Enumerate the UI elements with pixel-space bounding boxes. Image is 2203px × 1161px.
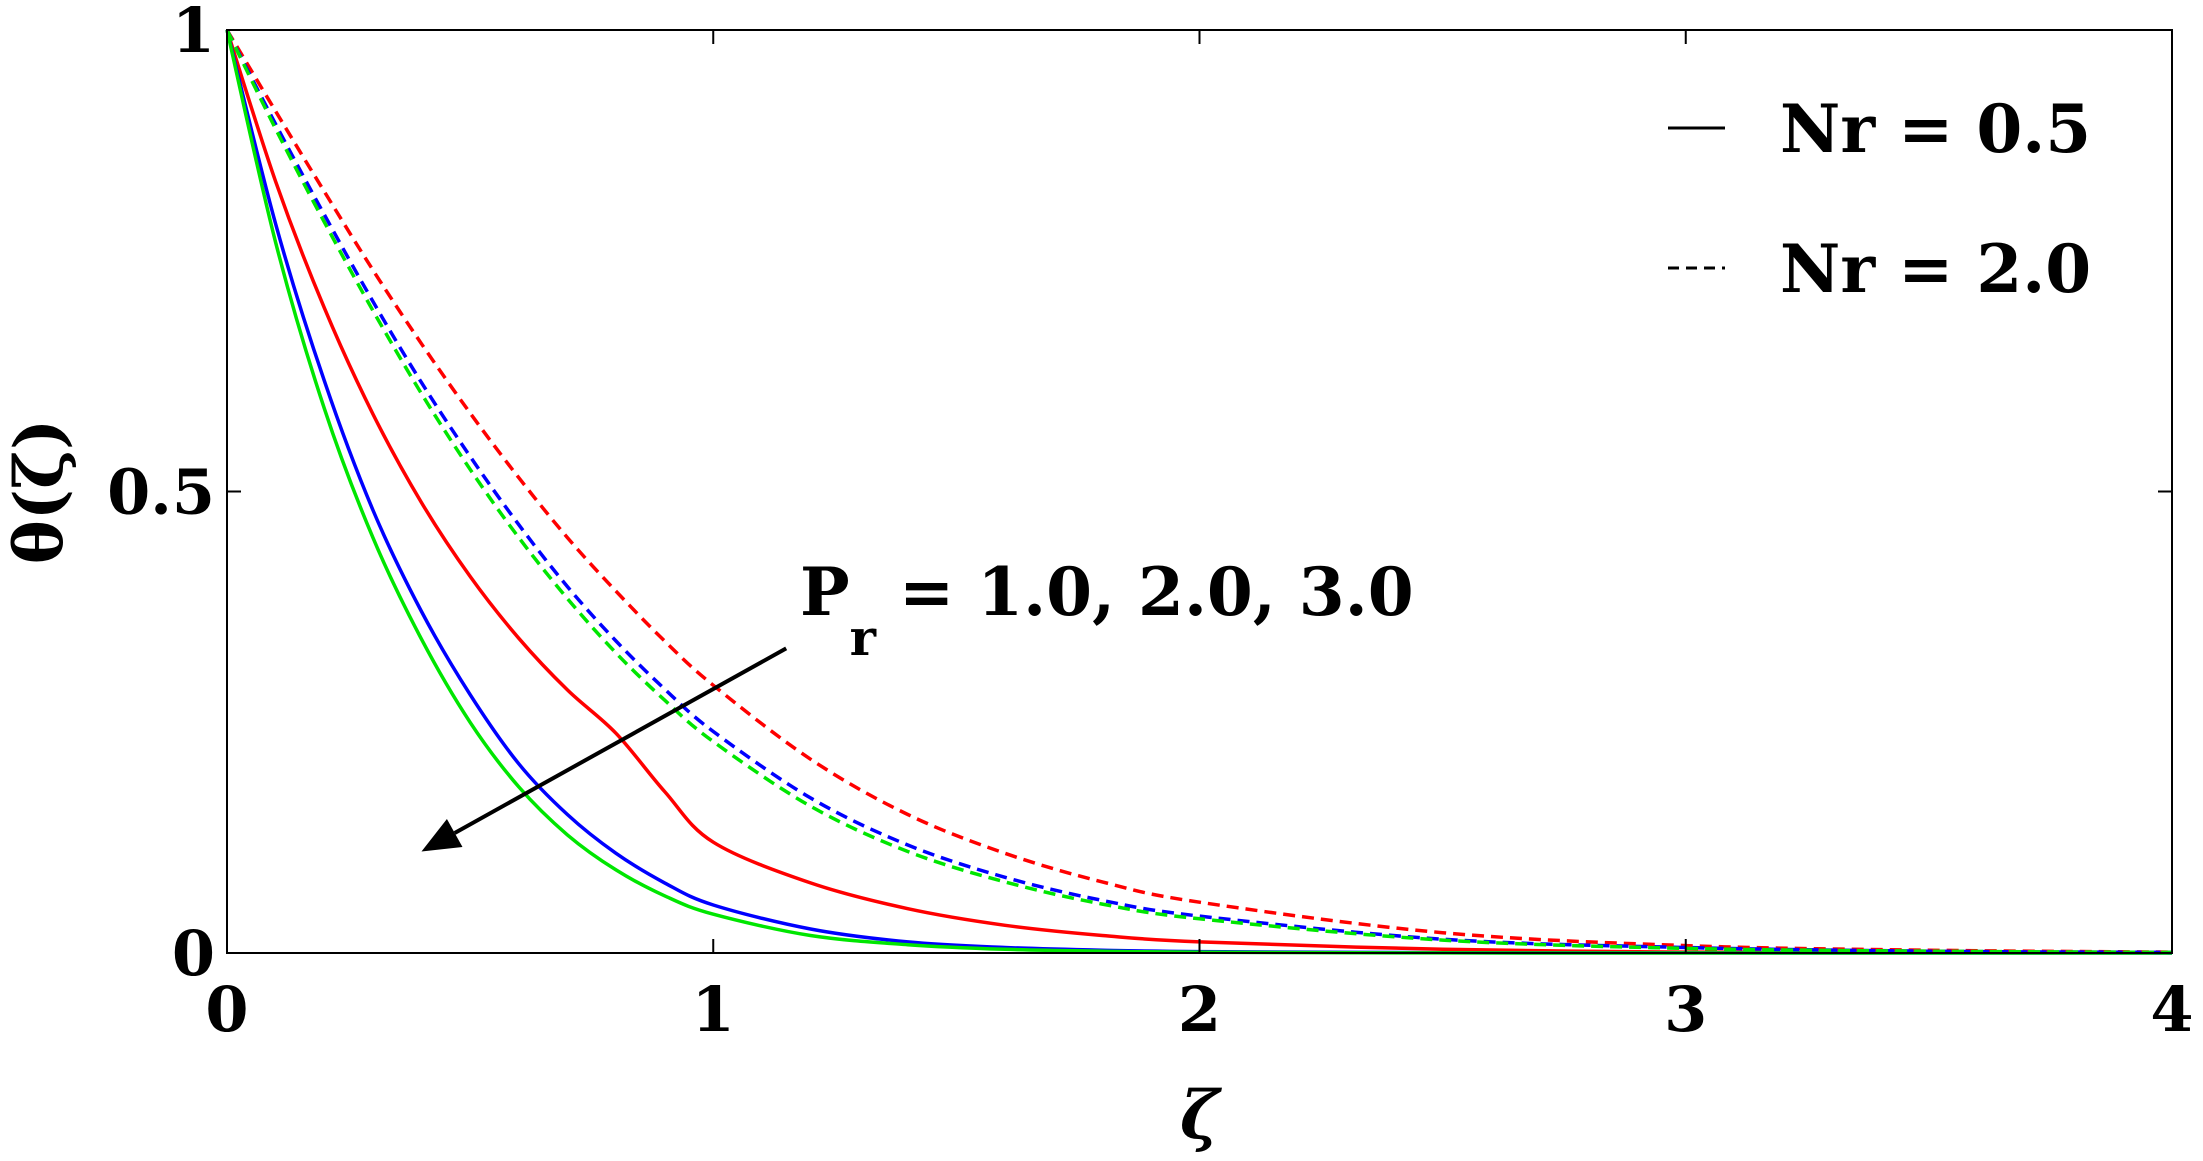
series-line-5 xyxy=(225,29,2173,955)
series-group xyxy=(225,29,2173,955)
series-line-4 xyxy=(225,29,2173,954)
series-line-1 xyxy=(225,29,2173,955)
legend: Nr = 0.5 Nr = 2.0 xyxy=(1668,90,2091,308)
series-line-2 xyxy=(225,29,2172,955)
y-tick-label: 1 xyxy=(172,0,215,67)
y-tick-label: 0.5 xyxy=(107,456,215,529)
y-axis-label: θ(ζ) xyxy=(0,419,78,565)
plot-frame xyxy=(226,29,2173,954)
x-tick-label: 3 xyxy=(1664,973,1707,1046)
tick-group: 0 1 2 3 4 0 0.5 1 xyxy=(107,0,2193,1046)
x-tick-label: 0 xyxy=(205,973,248,1046)
x-tick-label: 4 xyxy=(2150,973,2193,1046)
series-line-6 xyxy=(225,29,2173,955)
x-tick-label: 1 xyxy=(692,973,735,1046)
annotation-arrow-shaft xyxy=(453,646,788,835)
x-tick-label: 2 xyxy=(1178,973,1221,1046)
annotation-arrow-head xyxy=(421,819,463,852)
x-axis-label: ζ xyxy=(1180,1076,1222,1154)
legend-label-2: Nr = 2.0 xyxy=(1780,230,2091,308)
annotation: Pr = 1.0, 2.0, 3.0 xyxy=(421,553,1414,852)
annotation-text: Pr = 1.0, 2.0, 3.0 xyxy=(800,553,1414,667)
y-tick-label: 0 xyxy=(172,917,215,990)
legend-label-1: Nr = 0.5 xyxy=(1780,90,2091,168)
series-line-3 xyxy=(225,29,2172,955)
